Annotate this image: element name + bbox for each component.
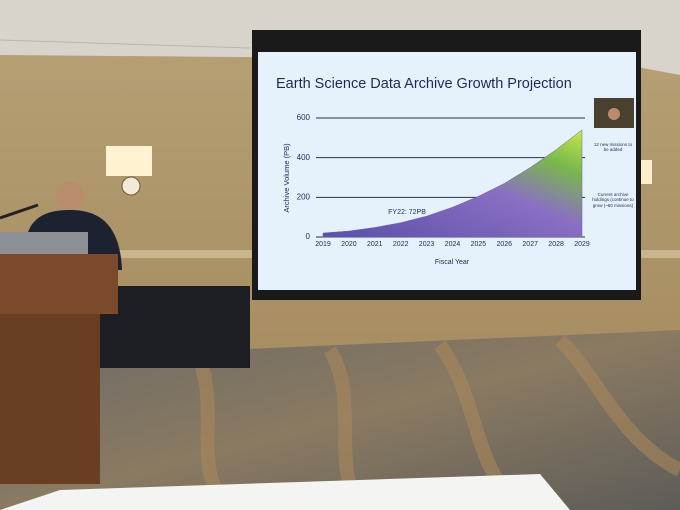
y-axis-label: Archive Volume (PB) [282, 143, 291, 213]
chart-title: Earth Science Data Archive Growth Projec… [276, 76, 572, 92]
podium [0, 314, 100, 484]
laptop [0, 232, 88, 254]
y-tick-label: 0 [306, 232, 311, 241]
wall-clock [121, 176, 141, 196]
x-axis-label: Fiscal Year [435, 259, 470, 266]
y-tick-label: 200 [297, 192, 311, 201]
x-tick-label: 2025 [471, 241, 487, 248]
x-tick-label: 2028 [548, 241, 564, 248]
x-tick-label: 2019 [315, 241, 331, 248]
podium-top [0, 254, 118, 314]
x-tick-label: 2029 [574, 241, 590, 248]
x-tick-label: 2020 [341, 241, 357, 248]
x-tick-label: 2027 [522, 241, 538, 248]
x-tick-label: 2022 [393, 241, 409, 248]
annotation-box: Current archive holdings (continue to gr… [592, 192, 634, 208]
ceiling-seam [0, 39, 251, 49]
x-tick-label: 2024 [445, 241, 461, 248]
wall-lamp-right [640, 160, 652, 184]
area [322, 129, 583, 238]
wall-lamp [106, 146, 152, 176]
table [100, 286, 250, 368]
annotation: Current archive holdings (continue to gr… [592, 192, 634, 208]
plot: 0 200 400 600 2019 2020 2021 2022 2023 2024 2025 20… [297, 113, 590, 248]
annotation: 12 new missions to be added [593, 142, 633, 153]
y-tick-label: 400 [297, 153, 311, 162]
x-tick-label: 2023 [419, 241, 435, 248]
microphone [0, 203, 39, 220]
x-tick-label: 2026 [497, 241, 513, 248]
x-tick-label: 2021 [367, 241, 383, 248]
carpet-pattern [193, 335, 680, 510]
annotation-box: 12 new missions to be added [593, 142, 633, 153]
annotation: FY22: 72PB [388, 209, 426, 216]
y-tick-label: 600 [297, 113, 311, 122]
video-person [608, 108, 620, 120]
presenter-head [56, 182, 84, 210]
foreground-table [0, 474, 570, 510]
